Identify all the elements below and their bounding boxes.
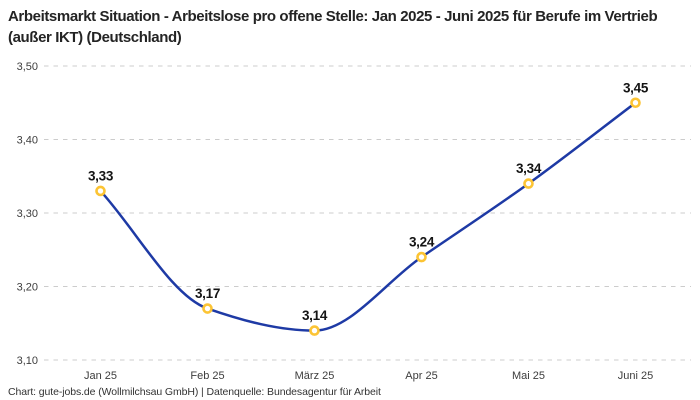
y-axis-tick-label: 3,30: [17, 208, 38, 220]
chart-footer-attribution: Chart: gute-jobs.de (Wollmilchsau GmbH) …: [8, 386, 381, 398]
data-point-label: 3,24: [409, 235, 435, 250]
x-axis-tick-label: März 25: [295, 370, 335, 382]
data-point-marker: [416, 251, 427, 263]
data-point-marker: [523, 178, 534, 189]
data-point-marker: [309, 325, 320, 336]
data-point-label: 3,45: [623, 80, 649, 95]
y-axis-tick-label: 3,20: [17, 282, 38, 294]
data-point-label: 3,34: [516, 161, 542, 176]
x-axis-tick-label: Feb 25: [190, 370, 224, 382]
x-axis-tick-label: Juni 25: [618, 370, 653, 382]
data-point-marker: [630, 97, 641, 109]
chart-title: Arbeitsmarkt Situation - Arbeitslose pro…: [8, 8, 658, 46]
y-axis-tick-label: 3,10: [17, 355, 38, 367]
y-axis-tick-label: 3,40: [17, 135, 38, 147]
x-axis-tick-label: Jan 25: [84, 370, 117, 382]
data-point-label: 3,17: [195, 286, 220, 301]
data-point-label: 3,33: [88, 168, 114, 183]
data-point-label: 3,14: [302, 308, 328, 323]
data-point-marker: [202, 303, 213, 314]
x-axis-tick-label: Mai 25: [512, 370, 545, 382]
data-point-marker: [95, 185, 106, 197]
y-axis-tick-label: 3,50: [17, 61, 38, 73]
data-line: [99, 101, 637, 332]
x-axis-tick-label: Apr 25: [405, 370, 437, 382]
